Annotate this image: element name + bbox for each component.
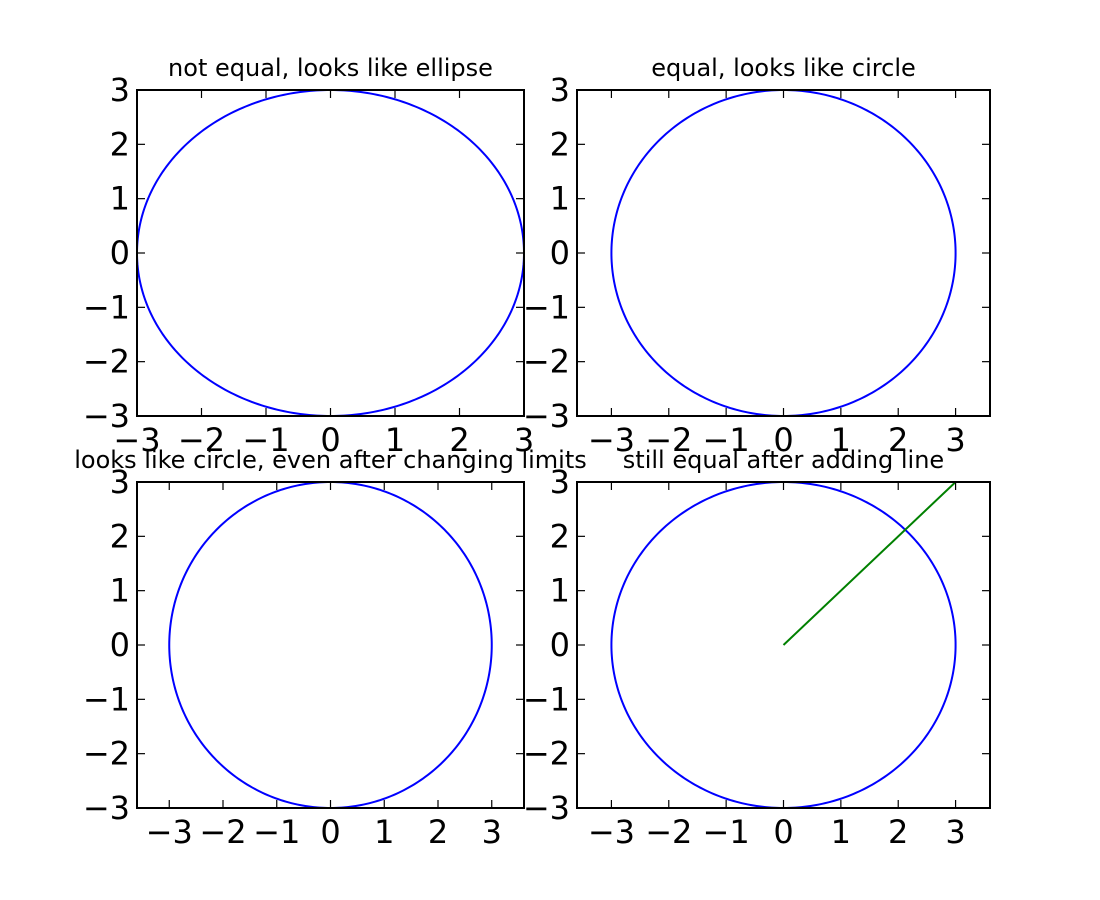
y-tick-label: −1 [523, 680, 570, 718]
subplot-title: not equal, looks like ellipse [168, 54, 493, 82]
y-tick-label: −1 [523, 288, 570, 326]
y-tick-label: 1 [550, 572, 570, 610]
y-tick-label: 3 [550, 71, 570, 109]
axes-frame [136, 89, 525, 417]
y-tick-label: 0 [110, 626, 130, 664]
x-tick-label: 3 [514, 421, 534, 459]
x-tick-label: −2 [178, 421, 225, 459]
x-tick-label: 0 [773, 421, 793, 459]
y-tick-label: −1 [83, 288, 130, 326]
y-tick-label: −2 [83, 735, 130, 773]
circle-series [137, 90, 524, 416]
y-tick-label: 1 [110, 572, 130, 610]
x-tick-label: −3 [588, 421, 635, 459]
x-tick-label: 0 [320, 813, 340, 851]
x-tick-label: 1 [831, 813, 851, 851]
y-tick-label: 3 [110, 71, 130, 109]
x-tick-label: −3 [146, 813, 193, 851]
circle-series [168, 482, 493, 808]
x-tick-label: −2 [645, 813, 692, 851]
x-tick-label: 2 [449, 421, 469, 459]
y-tick-label: −2 [83, 343, 130, 381]
x-tick-label: 0 [773, 813, 793, 851]
x-tick-label: −1 [242, 421, 289, 459]
subplot-2: equal, looks like circle−3 −2 −1 0 1 2 3−3−2−1… [523, 54, 991, 459]
subplot-title: equal, looks like circle [651, 54, 916, 82]
x-tick-label: −2 [199, 813, 246, 851]
y-tick-label: 2 [550, 517, 570, 555]
y-tick-label: 1 [550, 180, 570, 218]
subplot-title: still equal after adding line [623, 446, 944, 474]
y-tick-label: 0 [550, 626, 570, 664]
x-tick-label: 3 [945, 421, 965, 459]
subplot-4: still equal after adding line−3 −2 −1 0 1 2 3−… [523, 446, 991, 851]
x-tick-label: −3 [588, 813, 635, 851]
x-tick-label: 1 [385, 421, 405, 459]
subplot-title: looks like circle, even after changing l… [74, 446, 587, 474]
y-tick-label: 1 [110, 180, 130, 218]
x-tick-label: −1 [253, 813, 300, 851]
x-tick-label: −2 [645, 421, 692, 459]
subplot-1: not equal, looks like ellipse −3 −2 −1 0 1 2 3 −… [83, 54, 534, 459]
y-tick-label: −3 [83, 397, 130, 435]
x-tick-label: −1 [703, 813, 750, 851]
y-tick-label: −1 [83, 680, 130, 718]
y-tick-label: −3 [523, 397, 570, 435]
y-tick-label: −3 [523, 789, 570, 827]
line-series [782, 482, 957, 646]
y-tick-label: 2 [110, 125, 130, 163]
x-tick-label: −1 [703, 421, 750, 459]
x-tick-label: 2 [888, 813, 908, 851]
circle-series [610, 482, 957, 808]
x-tick-label: 2 [888, 421, 908, 459]
y-tick-label: −2 [523, 343, 570, 381]
axes-frame [576, 89, 991, 417]
y-tick-label: −2 [523, 735, 570, 773]
x-tick-label: 3 [482, 813, 502, 851]
x-tick-label: 3 [945, 813, 965, 851]
y-tick-label: 2 [550, 125, 570, 163]
x-tick-label: 0 [320, 421, 340, 459]
x-tick-label: 2 [428, 813, 448, 851]
y-tick-label: −3 [83, 789, 130, 827]
y-tick-label: 3 [110, 463, 130, 501]
y-tick-label: 0 [110, 234, 130, 272]
subplot-3: looks like circle, even after changing l… [74, 446, 587, 851]
x-tick-label: 1 [831, 421, 851, 459]
x-tick-label: 1 [374, 813, 394, 851]
y-tick-label: 2 [110, 517, 130, 555]
y-tick-label: 3 [550, 463, 570, 501]
circle-series [610, 90, 957, 416]
x-tick-label: −3 [113, 421, 160, 459]
axes-frame [136, 481, 525, 809]
y-tick-label: 0 [550, 234, 570, 272]
